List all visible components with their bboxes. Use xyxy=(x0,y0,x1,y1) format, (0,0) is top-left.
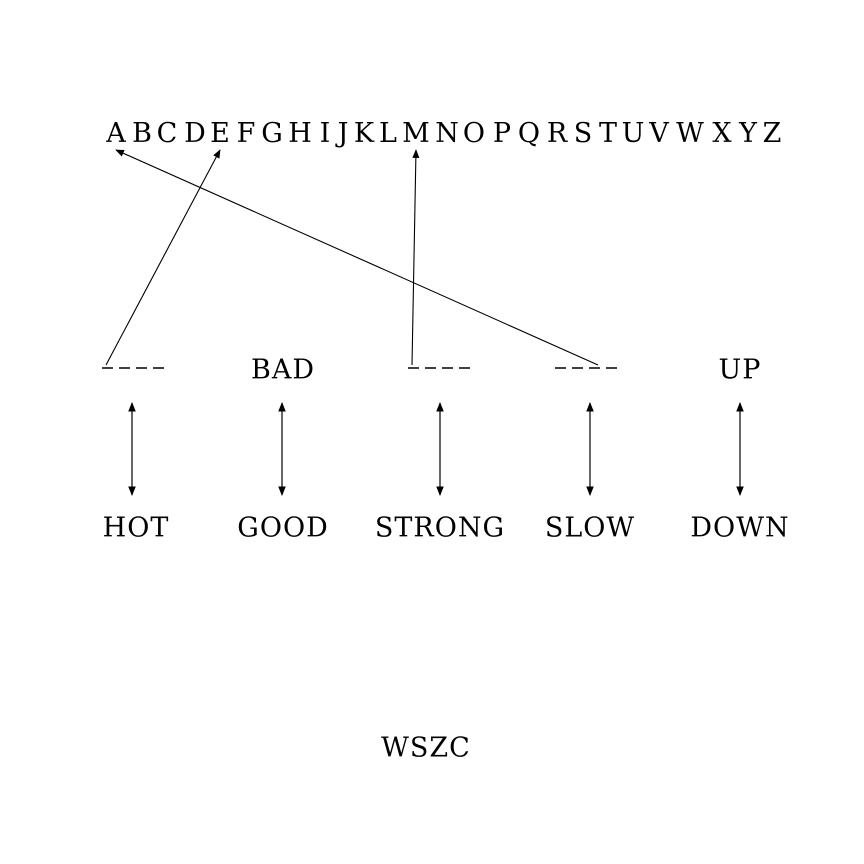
alphabet-letter-b: B xyxy=(132,118,152,149)
alphabet-letter-g: G xyxy=(261,118,283,149)
pair-top-word: UP xyxy=(718,354,762,386)
alphabet-letter-s: S xyxy=(574,118,593,149)
alphabet-letter-k: K xyxy=(354,118,375,149)
link-arrow-to-e xyxy=(105,149,221,366)
alphabet-letter-c: C xyxy=(157,118,178,149)
alphabet-letter-o: O xyxy=(463,118,485,149)
pair-arrows xyxy=(102,367,744,496)
alphabet-letter-i: I xyxy=(320,118,331,149)
alphabet-letter-u: U xyxy=(622,118,645,149)
alphabet-letter-t: T xyxy=(599,118,617,149)
pair-bottom-word: STRONG xyxy=(374,512,506,544)
alphabet-letter-z: Z xyxy=(763,118,782,149)
alphabet-letter-d: D xyxy=(184,118,206,149)
link-arrow-to-a xyxy=(115,149,599,366)
alphabet-letter-x: X xyxy=(712,118,732,149)
pair-bottom-word: GOOD xyxy=(237,512,329,544)
pair-bottom-word: SLOW xyxy=(544,512,636,544)
pair-bottom-word: HOT xyxy=(102,512,170,544)
alphabet-letter-f: F xyxy=(237,118,256,149)
alphabet-letter-n: N xyxy=(435,118,459,149)
alphabet-letter-r: R xyxy=(547,118,568,149)
alphabet-letter-j: J xyxy=(335,118,349,149)
answer-text: WSZC xyxy=(381,732,471,764)
alphabet-letter-y: Y xyxy=(738,118,758,149)
pair-top-word: BAD xyxy=(251,354,315,386)
alphabet-letter-q: Q xyxy=(518,118,540,149)
alphabet-letter-p: P xyxy=(493,118,511,149)
alphabet-letter-h: H xyxy=(288,118,312,149)
pair-bottom-word: DOWN xyxy=(690,512,790,544)
letter-links xyxy=(105,149,599,366)
alphabet-letter-e: E xyxy=(210,118,230,149)
alphabet-letter-a: A xyxy=(105,118,126,149)
alphabet-letter-w: W xyxy=(676,118,704,149)
alphabet-letter-m: M xyxy=(402,118,430,149)
alphabet-letter-l: L xyxy=(379,118,397,149)
link-arrow-to-m xyxy=(411,149,420,366)
alphabet-letter-v: V xyxy=(648,118,669,149)
